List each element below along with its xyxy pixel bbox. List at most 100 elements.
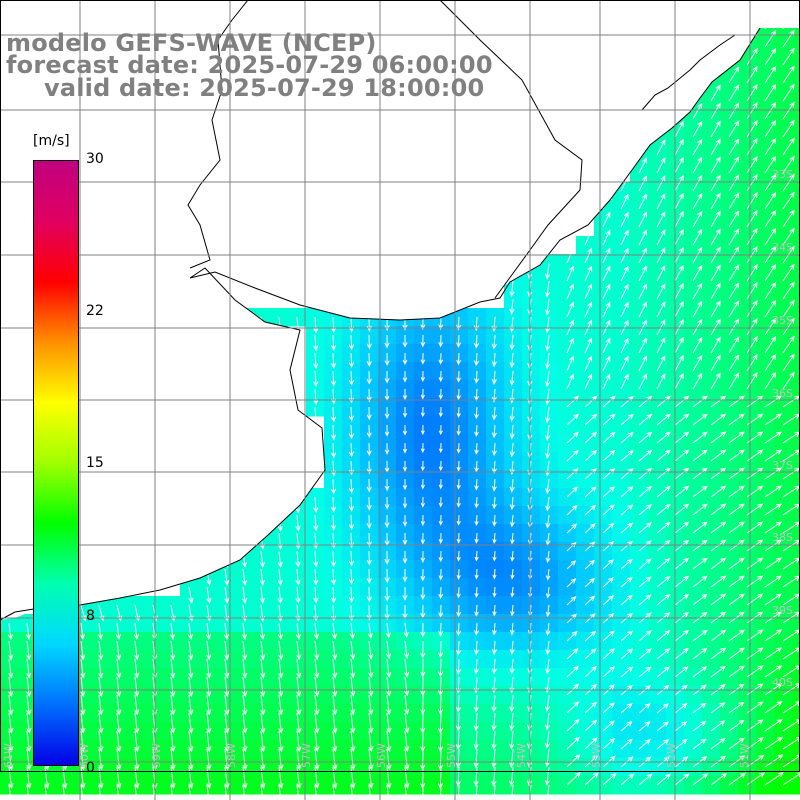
wind-arrow (206, 694, 212, 716)
wind-arrow (260, 676, 266, 698)
wind-arrow (420, 586, 426, 600)
wind-arrow (566, 283, 574, 300)
wind-cell (774, 38, 793, 57)
wind-arrow (404, 748, 410, 771)
wind-arrow (764, 209, 777, 228)
wind-arrow (728, 174, 740, 192)
lon-label: 53W (590, 743, 603, 768)
wind-arrow (710, 575, 727, 588)
wind-arrow (764, 119, 777, 138)
wind-cell (558, 380, 577, 399)
wind-arrow (584, 413, 598, 426)
wind-cell (792, 380, 800, 399)
wind-arrow (386, 694, 392, 716)
wind-cell (792, 128, 800, 147)
wind-arrow (367, 622, 373, 640)
wind-arrow (491, 748, 497, 769)
wind-arrow (170, 712, 176, 734)
wind-arrow (368, 748, 374, 771)
wind-cell (630, 254, 649, 273)
wind-arrow (656, 337, 666, 354)
wind-arrow (366, 514, 372, 530)
wind-arrow (710, 174, 721, 192)
wind-arrow (242, 766, 248, 789)
wind-arrow (402, 425, 408, 436)
wind-arrow (782, 101, 795, 120)
wind-arrow (656, 503, 671, 516)
wind-arrow (620, 504, 634, 516)
wind-arrow (638, 413, 653, 426)
wind-arrow (602, 449, 616, 462)
wind-arrow (638, 703, 651, 714)
wind-arrow (674, 174, 684, 192)
wind-arrow (545, 496, 551, 512)
wind-arrow (420, 370, 426, 383)
wind-arrow (710, 593, 727, 606)
wind-arrow (188, 784, 192, 800)
wind-arrow (509, 406, 515, 422)
wind-arrow (728, 629, 745, 642)
wind-arrow (692, 228, 703, 246)
wind-arrow (314, 766, 320, 789)
wind-arrow (332, 676, 338, 698)
wind-arrow (313, 496, 319, 514)
wind-arrow (404, 694, 410, 716)
wind-arrow (510, 604, 515, 617)
wind-arrow (710, 413, 727, 426)
wind-cell (720, 218, 739, 237)
wind-arrow (313, 370, 319, 388)
wind-arrow (133, 622, 139, 640)
wind-arrow (620, 283, 629, 300)
wind-arrow (348, 586, 355, 603)
wind-arrow (241, 568, 248, 586)
wind-arrow (656, 521, 671, 534)
wind-arrow (313, 568, 319, 586)
wind-arrow (330, 316, 337, 334)
wind-arrow (509, 748, 515, 769)
wind-cell (738, 326, 757, 345)
wind-arrow (278, 766, 284, 789)
wind-arrow (620, 630, 634, 642)
wind-arrow (242, 730, 248, 753)
wind-cell (720, 380, 739, 399)
wind-arrow (710, 738, 726, 750)
wind-arrow (764, 173, 777, 192)
wind-cell (648, 272, 667, 291)
wind-arrow (188, 712, 194, 734)
wind-arrow (620, 373, 629, 390)
wind-arrow (656, 247, 666, 264)
wind-arrow (638, 485, 653, 498)
wind-arrow (348, 406, 354, 422)
wind-arrow (492, 586, 497, 598)
wind-arrow (8, 784, 12, 800)
wind-arrow (278, 658, 284, 679)
wind-arrow (438, 460, 443, 472)
wind-cell (648, 380, 667, 399)
wind-cell (648, 218, 667, 237)
wind-arrow (764, 701, 783, 714)
wind-arrow (80, 784, 84, 800)
wind-cell (720, 146, 739, 165)
wind-arrow (366, 586, 372, 603)
wind-arrow (674, 395, 690, 408)
wind-cell (774, 254, 793, 273)
wind-cell (774, 326, 793, 345)
wind-arrow (584, 283, 593, 300)
wind-arrow (746, 84, 758, 102)
wind-arrow (330, 550, 337, 568)
model-title: modelo GEFS-WAVE (NCEP) (6, 29, 377, 57)
wind-arrow (710, 264, 721, 282)
wind-cell (792, 452, 800, 471)
wind-arrow (313, 316, 319, 334)
wind-cell (720, 74, 739, 93)
wind-arrow (26, 766, 32, 789)
wind-arrow (566, 337, 574, 354)
wind-arrow (674, 120, 684, 138)
wind-arrow (638, 504, 652, 516)
wind-arrow (620, 247, 629, 264)
lat-label: 40S (772, 676, 793, 689)
wind-arrow (116, 712, 122, 734)
wind-arrow (746, 354, 758, 372)
wind-cell (792, 776, 800, 795)
wind-arrow (455, 784, 461, 800)
